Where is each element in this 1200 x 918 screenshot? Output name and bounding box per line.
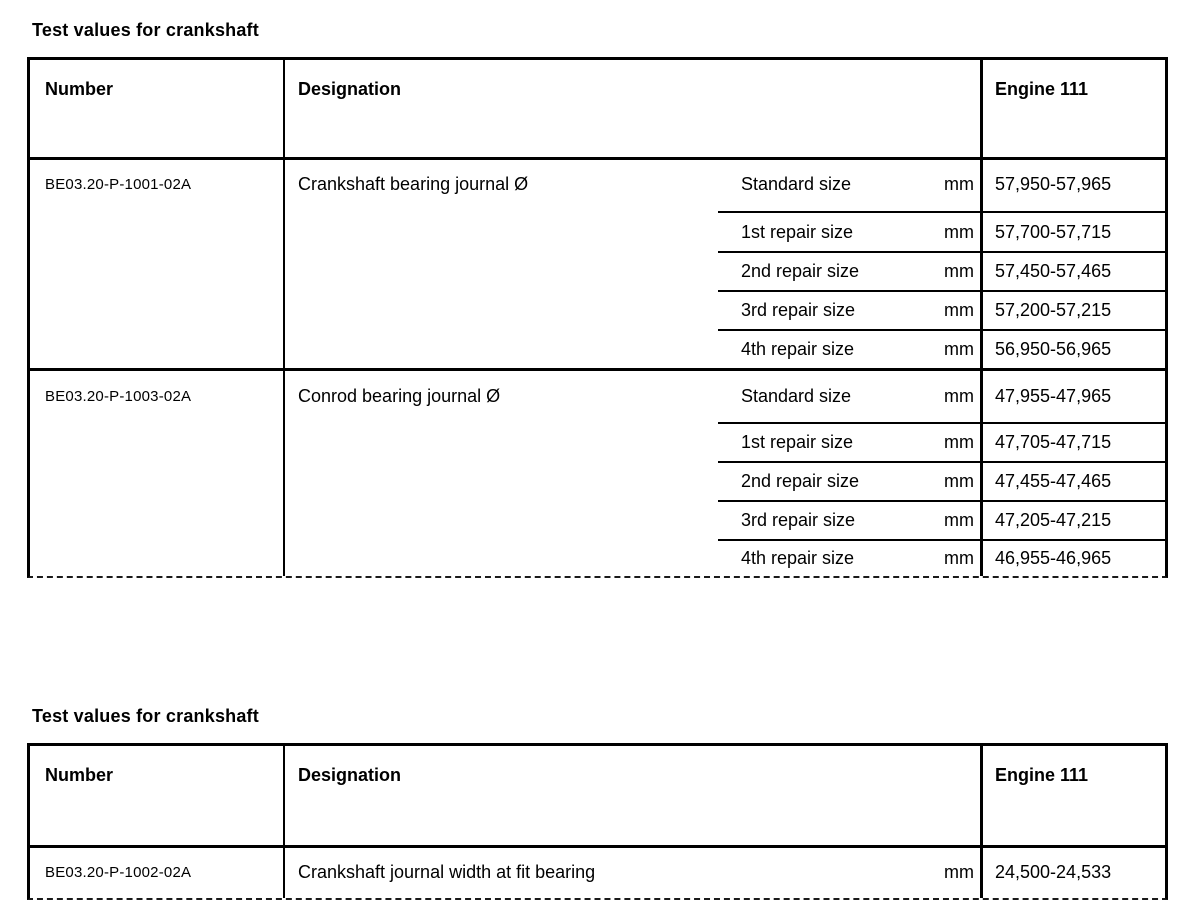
size-label: 2nd repair size (741, 471, 860, 492)
unit-label: mm (944, 261, 974, 282)
size-label: 4th repair size (741, 339, 855, 360)
divider (718, 211, 1165, 213)
unit-label: mm (944, 300, 974, 321)
divider (718, 251, 1165, 253)
column-header-number: Number (45, 765, 114, 785)
size-row: 3rd repair size mm (720, 292, 978, 329)
divider (980, 60, 983, 576)
value-cell: 57,200-57,215 (995, 300, 1112, 321)
designation-cell: Conrod bearing journal Ø (298, 386, 501, 407)
size-label: 2nd repair size (741, 261, 860, 282)
divider (283, 746, 285, 898)
divider (718, 539, 1165, 541)
unit-label: mm (944, 174, 974, 195)
unit-label: mm (944, 471, 974, 492)
section1-title: Test values for crankshaft (32, 20, 259, 40)
value-cell: 46,955-46,965 (995, 547, 1112, 568)
size-row: 3rd repair size mm (720, 502, 978, 539)
value-cell: 47,705-47,715 (995, 432, 1112, 453)
value-cell: 47,955-47,965 (995, 386, 1112, 407)
size-row: 2nd repair size mm (720, 463, 978, 500)
size-row: 2nd repair size mm (720, 253, 978, 290)
divider (30, 845, 1165, 848)
value-cell: 47,455-47,465 (995, 471, 1112, 492)
divider (30, 157, 1165, 160)
number-cell: BE03.20-P-1001-02A (45, 175, 192, 193)
divider (718, 290, 1165, 292)
size-label: 3rd repair size (741, 510, 856, 531)
value-cell: 57,450-57,465 (995, 261, 1112, 282)
value-cell: 24,500-24,533 (995, 862, 1112, 883)
unit-label: mm (944, 221, 974, 242)
unit-label: mm (944, 510, 974, 531)
size-label: Standard size (741, 386, 852, 407)
value-cell: 57,950-57,965 (995, 174, 1112, 195)
divider (718, 329, 1165, 331)
size-row: Standard size mm (720, 158, 978, 211)
size-row: 1st repair size mm (720, 424, 978, 461)
size-row: Standard size mm (720, 371, 978, 422)
divider (718, 422, 1165, 424)
size-row: 4th repair size mm (720, 331, 978, 368)
unit-label: mm (944, 339, 974, 360)
divider (30, 368, 1165, 371)
designation-cell: Crankshaft bearing journal Ø (298, 174, 529, 195)
designation-row: Crankshaft journal width at fit bearing … (298, 848, 978, 897)
column-header-number: Number (45, 79, 114, 99)
column-header-designation: Designation (298, 765, 402, 785)
size-label: 1st repair size (741, 432, 854, 453)
test-values-table-1: Number Designation Engine 111 BE03.20-P-… (27, 57, 1168, 578)
unit-label: mm (944, 432, 974, 453)
divider (980, 746, 983, 898)
size-row: 1st repair size mm (720, 213, 978, 251)
number-cell: BE03.20-P-1003-02A (45, 387, 192, 405)
divider (718, 461, 1165, 463)
unit-label: mm (944, 862, 974, 883)
value-cell: 56,950-56,965 (995, 339, 1112, 360)
column-header-designation: Designation (298, 79, 402, 99)
size-label: Standard size (741, 174, 852, 195)
column-header-engine: Engine 111 (995, 765, 1089, 785)
size-label: 4th repair size (741, 547, 855, 568)
divider (718, 500, 1165, 502)
value-cell: 47,205-47,215 (995, 510, 1112, 531)
value-cell: 57,700-57,715 (995, 221, 1112, 242)
test-values-table-2: Number Designation Engine 111 BE03.20-P-… (27, 743, 1168, 900)
size-row: 4th repair size mm (720, 541, 978, 575)
column-header-engine: Engine 111 (995, 79, 1089, 99)
unit-label: mm (944, 386, 974, 407)
divider (283, 60, 285, 576)
size-label: 3rd repair size (741, 300, 856, 321)
number-cell: BE03.20-P-1002-02A (45, 863, 192, 881)
unit-label: mm (944, 547, 974, 568)
section2-title: Test values for crankshaft (32, 706, 259, 726)
size-label: 1st repair size (741, 221, 854, 242)
designation-cell: Crankshaft journal width at fit bearing (298, 862, 596, 883)
